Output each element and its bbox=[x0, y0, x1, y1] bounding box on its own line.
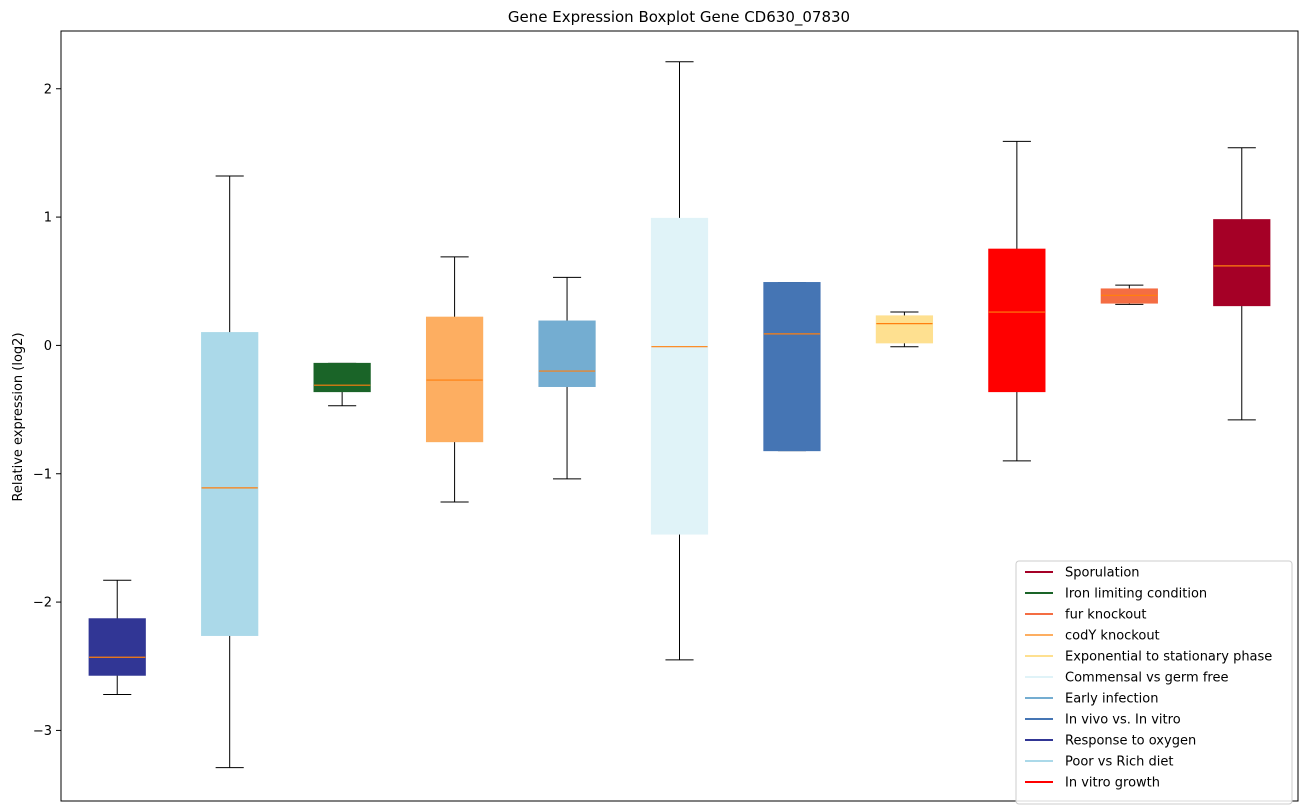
box-group bbox=[201, 175, 259, 769]
box-group bbox=[1213, 147, 1271, 421]
box-group bbox=[538, 276, 596, 480]
box-iqr bbox=[88, 618, 146, 676]
y-tick-label: 2 bbox=[44, 82, 52, 97]
box-iqr bbox=[875, 315, 934, 344]
box-iqr bbox=[201, 332, 259, 636]
box-group bbox=[763, 282, 821, 452]
box-iqr bbox=[1213, 219, 1271, 307]
legend-label: In vivo vs. In vitro bbox=[1065, 713, 1181, 728]
y-tick-label: −1 bbox=[33, 467, 52, 482]
box-iqr bbox=[988, 248, 1046, 393]
legend-label: codY knockout bbox=[1065, 629, 1160, 644]
axes-layer: −3 −2 −1 0 1 2 bbox=[33, 30, 1299, 802]
legend-label: Commensal vs germ free bbox=[1065, 671, 1228, 686]
box-group bbox=[988, 140, 1046, 462]
y-tick-label: 0 bbox=[44, 339, 52, 354]
legend: Sporulation Iron limiting condition fur kn… bbox=[1015, 560, 1293, 805]
plot-frame bbox=[60, 30, 1299, 802]
legend-label: Iron limiting condition bbox=[1065, 587, 1207, 602]
legend-label: Response to oxygen bbox=[1065, 734, 1196, 749]
box-iqr bbox=[313, 362, 371, 393]
box-iqr bbox=[425, 316, 484, 443]
box-group bbox=[1100, 284, 1158, 305]
y-tick-label: −2 bbox=[33, 596, 52, 611]
legend-label: Exponential to stationary phase bbox=[1065, 650, 1272, 665]
legend-label: Poor vs Rich diet bbox=[1065, 755, 1173, 770]
y-tick-label: 1 bbox=[44, 211, 52, 226]
box-group bbox=[313, 362, 371, 407]
y-axis-label: Relative expression (log2) bbox=[11, 332, 26, 501]
box-iqr bbox=[1100, 288, 1158, 304]
box-group bbox=[650, 61, 709, 661]
legend-frame bbox=[1015, 560, 1293, 805]
chart-title: Gene Expression Boxplot Gene CD630_07830 bbox=[508, 8, 850, 27]
box-iqr bbox=[763, 282, 821, 452]
boxes-layer bbox=[88, 61, 1271, 769]
box-group bbox=[88, 579, 146, 695]
legend-label: Sporulation bbox=[1065, 566, 1140, 581]
legend-label: Early infection bbox=[1065, 692, 1158, 707]
y-tick-label: −3 bbox=[33, 724, 52, 739]
box-iqr bbox=[650, 217, 709, 535]
box-group bbox=[875, 311, 934, 348]
box-iqr bbox=[538, 320, 596, 387]
legend-label: In vitro growth bbox=[1065, 776, 1160, 791]
box-group bbox=[425, 256, 484, 503]
legend-label: fur knockout bbox=[1065, 608, 1147, 623]
